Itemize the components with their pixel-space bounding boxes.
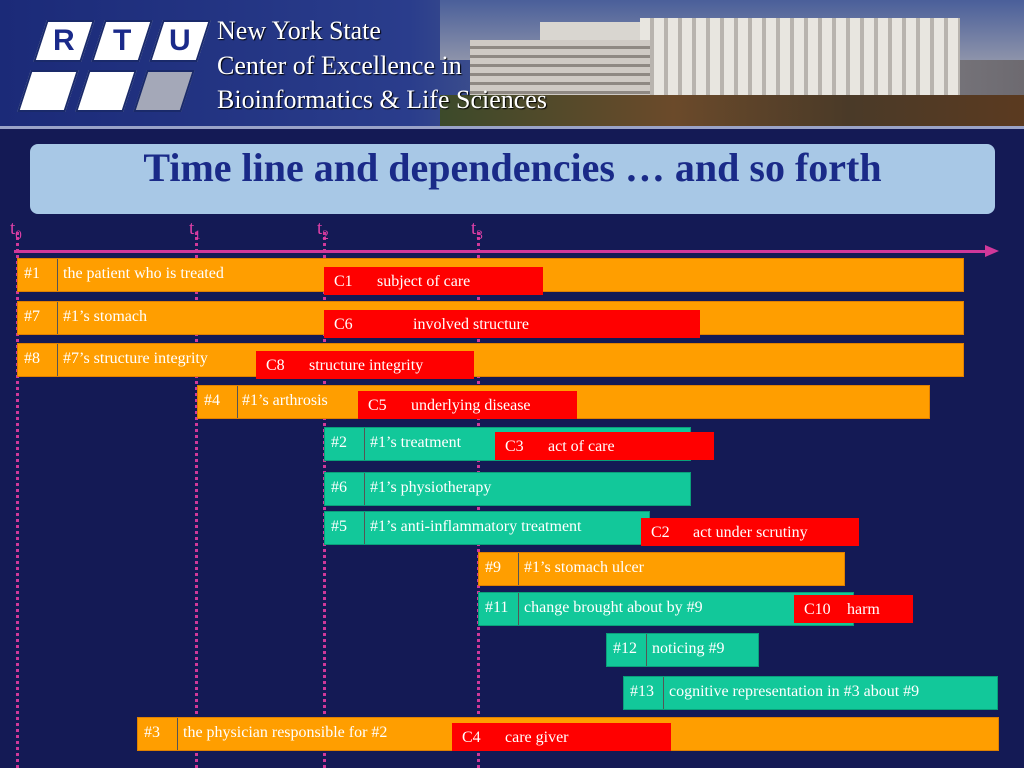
entity-label: #7’s structure integrity	[63, 350, 208, 367]
entity-label: the patient who is treated	[63, 265, 224, 282]
category-box-c5: C5 underlying disease	[358, 391, 577, 419]
category-id: C2	[651, 524, 670, 541]
category-name: underlying disease	[411, 397, 531, 414]
entity-id: #5	[325, 512, 365, 544]
entity-bar-9: #9 #1’s stomach ulcer	[478, 552, 845, 586]
logo-letter-box: U	[149, 20, 211, 62]
logo-blank-box	[75, 70, 137, 112]
timepoint-line-t0	[16, 232, 19, 768]
entity-id: #12	[607, 634, 647, 666]
entity-id: #6	[325, 473, 365, 505]
entity-id: #9	[479, 553, 519, 585]
entity-label: #1’s arthrosis	[242, 392, 328, 409]
entity-label: #1’s treatment	[370, 434, 462, 451]
entity-id: #4	[198, 386, 238, 418]
category-box-c2: C2 act under scrutiny	[641, 518, 859, 546]
entity-label: cognitive representation in #3 about #9	[669, 683, 920, 700]
category-box-c3: C3 act of care	[495, 432, 714, 460]
header-banner: R T U New York State Center of Excellenc…	[0, 0, 1024, 128]
entity-label: #1’s physiotherapy	[370, 479, 492, 496]
category-name: structure integrity	[309, 357, 424, 374]
category-box-c1: C1 subject of care	[324, 267, 543, 295]
org-name-line: New York State	[217, 16, 381, 45]
entity-label: the physician responsible for #2	[183, 724, 388, 741]
category-box-c4: C4 care giver	[452, 723, 671, 751]
entity-id: #11	[479, 593, 519, 625]
timeline-arrow-shaft	[14, 250, 989, 253]
entity-id: #2	[325, 428, 365, 460]
entity-label: #1’s anti-inflammatory treatment	[370, 518, 582, 535]
category-id: C10	[804, 601, 831, 618]
entity-label: #1’s stomach ulcer	[524, 559, 644, 576]
entity-bar-11: #11 change brought about by #9	[478, 592, 854, 626]
org-name-line: Bioinformatics & Life Sciences	[217, 85, 547, 114]
org-name-line: Center of Excellence in	[217, 51, 462, 80]
category-name: harm	[847, 601, 880, 618]
campus-photo-trees	[440, 95, 1024, 128]
category-id: C8	[266, 357, 285, 374]
category-name: involved structure	[413, 316, 529, 333]
campus-photo-building	[470, 40, 650, 100]
entity-id: #13	[624, 677, 664, 709]
category-name: care giver	[505, 729, 569, 746]
entity-id: #3	[138, 718, 178, 750]
timeline-arrow-head	[985, 245, 999, 257]
title-box: Time line and dependencies … and so fort…	[30, 144, 995, 214]
entity-label: #1’s stomach	[63, 308, 147, 325]
header-divider	[0, 126, 1024, 129]
logo-letter-box: T	[91, 20, 153, 62]
logo-letter-box: R	[33, 20, 95, 62]
entity-id: #8	[18, 344, 58, 376]
entity-label: change brought about by #9	[524, 599, 703, 616]
entity-id: #7	[18, 302, 58, 334]
entity-bar-6: #6 #1’s physiotherapy	[324, 472, 691, 506]
category-id: C5	[368, 397, 387, 414]
timepoint-label-t1: t1	[189, 218, 201, 242]
category-id: C4	[462, 729, 481, 746]
category-name: subject of care	[377, 273, 471, 290]
entity-bar-12: #12 noticing #9	[606, 633, 759, 667]
campus-photo-building	[640, 18, 960, 103]
category-box-c10: C10 harm	[794, 595, 913, 623]
entity-bar-13: #13 cognitive representation in #3 about…	[623, 676, 998, 710]
category-id: C1	[334, 273, 353, 290]
category-name: act under scrutiny	[693, 524, 808, 541]
entity-label: noticing #9	[652, 640, 725, 657]
category-id: C3	[505, 438, 524, 455]
slide-title: Time line and dependencies … and so fort…	[143, 145, 882, 190]
timepoint-label-t0: t0	[10, 218, 22, 242]
category-box-c8: C8 structure integrity	[256, 351, 474, 379]
entity-id: #1	[18, 259, 58, 291]
category-box-c6: C6 involved structure	[324, 310, 700, 338]
entity-bar-5: #5 #1’s anti-inflammatory treatment	[324, 511, 650, 545]
logo-blank-box	[17, 70, 79, 112]
category-id: C6	[334, 316, 353, 333]
timepoint-label-t2: t2	[317, 218, 329, 242]
category-name: act of care	[548, 438, 615, 455]
entity-bar-8: #8 #7’s structure integrity	[17, 343, 964, 377]
timepoint-label-t3: t3	[471, 218, 483, 242]
timepoint-line-t1	[195, 232, 198, 768]
logo-gray-box	[133, 70, 195, 112]
rtu-logo: R T U	[17, 16, 211, 116]
